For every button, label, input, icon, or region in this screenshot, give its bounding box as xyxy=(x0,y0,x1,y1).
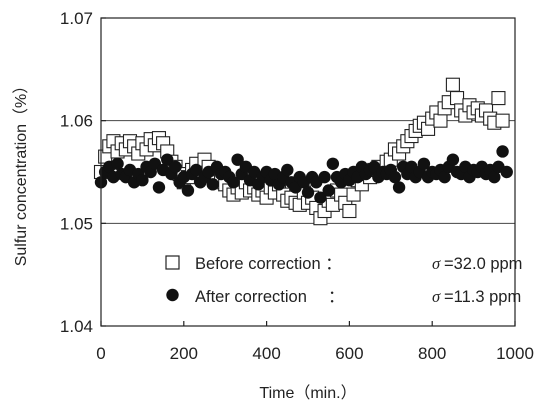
axis-ticks: 1.04 1.05 1.06 1.07 0 200 400 600 800 1000 xyxy=(60,9,534,363)
y-tick-label: 1.05 xyxy=(60,214,93,233)
point-after-correction xyxy=(446,153,460,166)
y-tick-label: 1.04 xyxy=(60,317,93,336)
point-after-correction xyxy=(111,157,124,170)
legend-marker-open-square xyxy=(165,255,180,270)
data-points xyxy=(93,77,513,226)
point-after-correction xyxy=(281,163,294,177)
legend-value-after: =11.3 ppm xyxy=(444,288,521,306)
legend-sigma-before: σ xyxy=(432,254,441,273)
point-after-correction xyxy=(231,153,244,166)
x-tick-label: 200 xyxy=(170,344,198,363)
x-tick-label: 400 xyxy=(252,344,280,363)
point-after-correction xyxy=(301,186,315,199)
point-after-correction xyxy=(181,184,195,197)
point-after-correction xyxy=(206,178,219,191)
point-after-correction xyxy=(417,157,431,170)
point-after-correction xyxy=(500,165,513,179)
y-axis-title: Sulfur concentration（%） xyxy=(12,78,30,267)
point-after-correction xyxy=(161,153,174,166)
point-after-correction xyxy=(136,174,149,187)
point-before-correction xyxy=(342,203,357,219)
x-tick-label: 800 xyxy=(418,344,446,363)
x-tick-label: 0 xyxy=(96,344,105,363)
point-after-correction xyxy=(322,184,335,197)
point-after-correction xyxy=(314,191,327,204)
point-after-correction xyxy=(496,145,509,158)
legend-sigma-after: σ xyxy=(432,287,441,306)
point-after-correction xyxy=(190,163,203,177)
y-tick-label: 1.07 xyxy=(60,9,93,28)
point-after-correction xyxy=(388,170,402,184)
point-after-correction xyxy=(392,181,406,194)
point-after-correction xyxy=(318,170,331,184)
point-after-correction xyxy=(152,181,166,194)
point-after-correction xyxy=(488,170,501,184)
point-after-correction xyxy=(326,157,340,170)
point-before-correction xyxy=(433,113,448,128)
point-before-correction xyxy=(445,77,460,92)
legend-background xyxy=(160,250,512,312)
legend: Before correction ： σ =32.0 ppm After co… xyxy=(160,250,522,312)
legend-label-before: Before correction ： xyxy=(195,255,342,273)
legend-value-before: =32.0 ppm xyxy=(444,255,522,273)
y-tick-label: 1.06 xyxy=(60,112,93,131)
x-axis-title: Time（min.） xyxy=(259,384,356,402)
plot-frame xyxy=(100,17,516,327)
legend-label-after: After correction ： xyxy=(195,288,344,306)
x-tick-label: 600 xyxy=(335,344,363,363)
point-after-correction xyxy=(227,176,240,189)
point-after-correction xyxy=(169,160,182,174)
legend-marker-filled-circle xyxy=(166,288,179,302)
point-before-correction xyxy=(495,113,510,128)
point-before-correction xyxy=(449,91,465,106)
point-before-correction xyxy=(491,91,506,106)
point-after-correction xyxy=(438,170,451,184)
x-tick-label: 1000 xyxy=(496,344,534,363)
